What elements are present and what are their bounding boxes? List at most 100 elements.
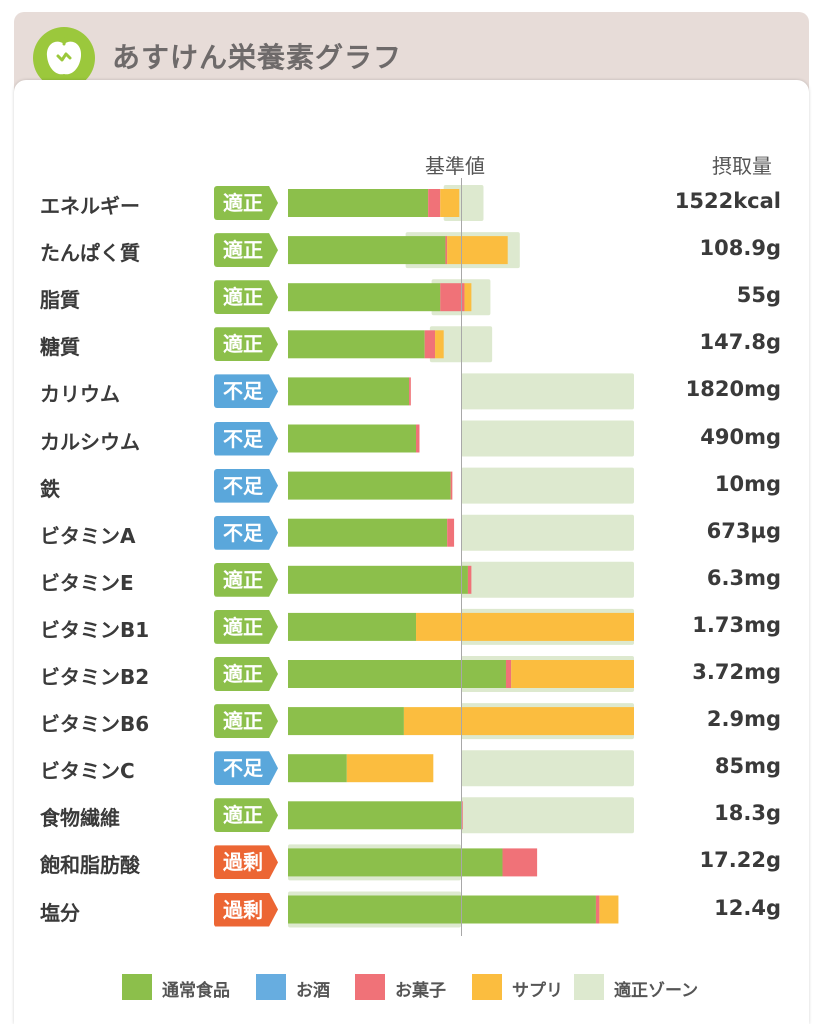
nutrient-label: 飽和脂肪酸 bbox=[40, 853, 140, 878]
bar-segment-supplement bbox=[435, 330, 444, 359]
bar-segment-food bbox=[288, 189, 429, 217]
bar-segment-food bbox=[288, 754, 347, 783]
zone-band bbox=[461, 750, 634, 787]
bar-segment-supplement bbox=[346, 754, 434, 783]
status-badge: 適正 bbox=[214, 233, 278, 268]
bar-segment-food bbox=[288, 612, 417, 641]
nutrient-label: 食物繊維 bbox=[40, 806, 120, 831]
bar-segment-food bbox=[288, 236, 446, 265]
intake-value: 10mg bbox=[714, 471, 781, 496]
legend-label: 通常食品 bbox=[162, 981, 230, 1001]
bar-segment-food bbox=[288, 330, 425, 359]
status-badge: 適正 bbox=[214, 186, 278, 220]
zone-band bbox=[461, 561, 634, 598]
nutrient-label: ビタミンC bbox=[40, 759, 135, 784]
status-badge: 適正 bbox=[214, 280, 278, 315]
nutrient-label: ビタミンE bbox=[40, 570, 134, 595]
legend-swatch bbox=[574, 974, 604, 1000]
status-badge: 過剰 bbox=[214, 845, 278, 880]
status-badge: 適正 bbox=[214, 704, 278, 739]
legend-label: 適正ゾーン bbox=[614, 981, 699, 1001]
zone-band bbox=[461, 373, 634, 410]
nutrient-label: ビタミンB2 bbox=[40, 665, 150, 689]
nutrient-label: 糖質 bbox=[40, 335, 80, 360]
intake-value: 1820mg bbox=[685, 377, 781, 402]
legend-label: お酒 bbox=[296, 981, 330, 1001]
status-badge: 不足 bbox=[214, 468, 278, 503]
bar-segment-food bbox=[288, 848, 503, 877]
bar-segment-food bbox=[288, 424, 417, 453]
nutrient-label: ビタミンB6 bbox=[40, 712, 150, 737]
nutrient-label: たんぱく質 bbox=[40, 241, 140, 266]
bar-segment-snack bbox=[450, 471, 453, 500]
nutrient-label: エネルギー bbox=[40, 194, 140, 218]
bar-segment-supplement bbox=[464, 283, 472, 312]
bar-segment-snack bbox=[445, 236, 448, 265]
bar-segment-snack bbox=[416, 424, 420, 453]
bar-segment-supplement bbox=[416, 612, 634, 641]
intake-value: 490mg bbox=[700, 424, 781, 449]
intake-value: 1.73mg bbox=[692, 612, 781, 637]
bar-segment-food bbox=[288, 377, 410, 406]
bar-segment-snack bbox=[505, 660, 512, 688]
zone-band bbox=[461, 420, 634, 457]
zone-band bbox=[461, 514, 634, 551]
status-badge: 不足 bbox=[214, 751, 278, 786]
bar-segment-snack bbox=[467, 565, 472, 594]
intake-value: 6.3mg bbox=[706, 565, 781, 590]
legend-swatch bbox=[122, 974, 152, 1000]
legend-label: サプリ bbox=[512, 981, 563, 1001]
bar-segment-food bbox=[288, 471, 451, 500]
legend-label: お菓子 bbox=[395, 981, 446, 1001]
intake-value: 55g bbox=[736, 283, 781, 308]
bar-segment-food bbox=[288, 707, 404, 736]
intake-value: 108.9g bbox=[699, 236, 781, 261]
nutrient-label: 鉄 bbox=[40, 476, 60, 501]
intake-header: 摂取量 bbox=[712, 154, 772, 178]
nutrient-label: カルシウム bbox=[40, 429, 140, 454]
zone-band bbox=[461, 467, 634, 504]
status-badge: 適正 bbox=[214, 657, 278, 691]
bar-segment-snack bbox=[424, 330, 436, 359]
bar-segment-supplement bbox=[440, 189, 460, 217]
status-badge: 適正 bbox=[214, 798, 278, 833]
status-badge: 不足 bbox=[214, 515, 278, 550]
bar-segment-snack bbox=[502, 848, 538, 877]
bar-segment-food bbox=[288, 283, 441, 312]
intake-value: 17.22g bbox=[699, 848, 781, 873]
legend-swatch bbox=[256, 974, 286, 1000]
zone-band bbox=[461, 797, 634, 834]
bar-segment-food bbox=[288, 660, 506, 688]
nutrient-label: 塩分 bbox=[40, 900, 80, 925]
intake-value: 1522kcal bbox=[674, 189, 781, 213]
legend-swatch bbox=[472, 974, 502, 1000]
bar-segment-supplement bbox=[447, 236, 508, 265]
intake-value: 673µg bbox=[706, 518, 781, 543]
bar-segment-supplement bbox=[511, 660, 634, 688]
bar-segment-snack bbox=[409, 377, 411, 406]
intake-value: 147.8g bbox=[699, 330, 781, 355]
apple-icon bbox=[32, 26, 96, 90]
intake-value: 85mg bbox=[714, 754, 781, 779]
nutrient-label: カリウム bbox=[40, 382, 120, 407]
bar-segment-snack bbox=[428, 189, 441, 217]
nutrient-label: ビタミンB1 bbox=[40, 617, 150, 642]
reference-header: 基準値 bbox=[425, 154, 485, 178]
status-badge: 過剰 bbox=[214, 892, 278, 927]
status-badge: 不足 bbox=[214, 374, 278, 409]
status-badge: 適正 bbox=[214, 562, 278, 597]
bar-segment-snack bbox=[595, 895, 600, 924]
nutrient-label: 脂質 bbox=[40, 288, 80, 313]
status-badge: 不足 bbox=[214, 421, 278, 456]
bar-segment-supplement bbox=[599, 895, 619, 924]
page-title: あすけん栄養素グラフ bbox=[112, 41, 403, 74]
intake-value: 18.3g bbox=[714, 801, 781, 826]
status-badge: 適正 bbox=[214, 609, 278, 644]
bar-segment-supplement bbox=[403, 707, 634, 736]
bar-segment-food bbox=[288, 801, 461, 830]
intake-value: 3.72mg bbox=[692, 660, 781, 684]
bar-segment-food bbox=[288, 895, 596, 924]
bar-segment-food bbox=[288, 518, 448, 547]
intake-value: 2.9mg bbox=[706, 707, 781, 732]
